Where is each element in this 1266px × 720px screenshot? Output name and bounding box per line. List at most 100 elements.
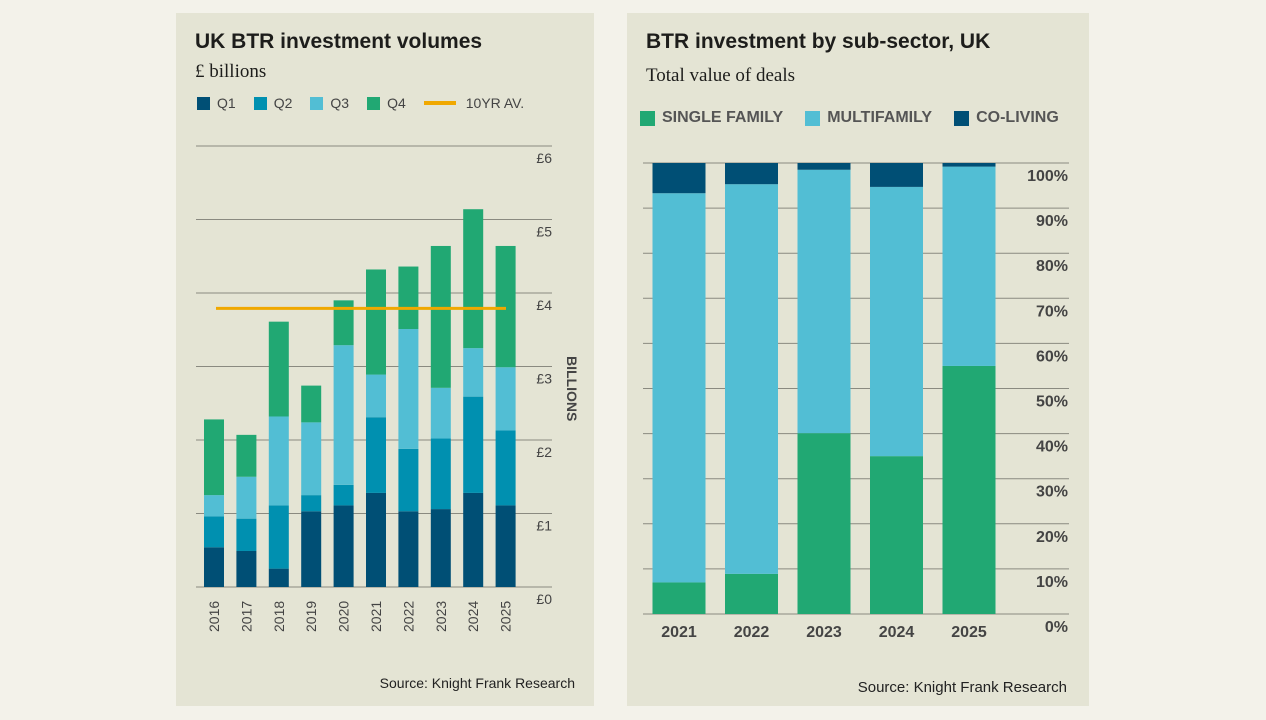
y-tick-label: 0%	[1045, 619, 1068, 636]
x-tick-label: 2021	[661, 624, 697, 641]
y-tick-label: £0	[536, 591, 552, 607]
bar-segment-q2-2016	[204, 516, 224, 548]
y-tick-label: £3	[536, 371, 552, 387]
bar-segment-q2-2020	[333, 484, 354, 506]
bar-segment-co-living-2021	[652, 163, 706, 194]
legend-swatch	[197, 96, 210, 110]
y-tick-label: 90%	[1036, 213, 1068, 230]
legend-label: Q3	[330, 95, 350, 111]
legend-label: SINGLE FAMILY	[662, 109, 784, 126]
x-tick-label: 2024	[465, 601, 481, 632]
legend-label: Q4	[387, 95, 406, 111]
legend-swatch	[954, 110, 970, 126]
legend-item-q1: Q1	[197, 95, 236, 111]
legend-line-swatch	[423, 101, 456, 105]
legend-item-multifamily: MULTIFAMILY	[805, 109, 932, 127]
legend: Q1 Q2 Q3 Q4 10YR AV.	[197, 95, 542, 111]
x-tick-label: 2023	[806, 624, 842, 641]
bar-segment-q4-2022	[398, 266, 419, 330]
bar-segment-q2-2022	[398, 448, 419, 512]
bar-segment-multifamily-2023	[797, 169, 851, 434]
source-note: Source: Knight Frank Research	[857, 679, 1067, 696]
bar-segment-q3-2025	[495, 367, 516, 431]
legend-item-single-family: SINGLE FAMILY	[640, 109, 783, 127]
legend-item-q2: Q2	[253, 95, 293, 111]
legend-item-10yr-average: 10YR AV.	[423, 95, 525, 111]
bar-segment-q2-2021	[366, 417, 386, 493]
y-tick-label: 70%	[1036, 303, 1068, 320]
y-tick-label: £2	[536, 444, 552, 460]
bar-segment-q3-2020	[333, 345, 354, 485]
bar-segment-q2-2024	[463, 396, 484, 493]
chart-subtitle: Total value of deals	[646, 65, 796, 86]
legend-swatch	[640, 110, 655, 126]
bar-segment-q2-2019	[301, 495, 322, 512]
chart-subtitle: £ billions	[195, 61, 267, 82]
bar-segment-multifamily-2024	[870, 186, 923, 457]
chart-title: UK BTR investment volumes	[195, 30, 483, 53]
bar-segment-q4-2016	[204, 419, 224, 496]
bar-segment-q2-2023	[430, 438, 451, 510]
y-tick-label: £5	[536, 224, 552, 240]
bar-segment-q3-2017	[236, 476, 257, 519]
x-tick-label: 2022	[734, 624, 770, 641]
bar-segment-q3-2021	[366, 374, 386, 418]
bar-segment-q4-2019	[301, 385, 322, 423]
bar-segment-q1-2025	[495, 505, 516, 587]
legend-label: CO-LIVING	[976, 109, 1059, 126]
bar-segment-q4-2020	[333, 300, 354, 346]
legend-label: Q2	[273, 95, 293, 111]
x-tick-label: 2017	[238, 601, 254, 632]
bar-segment-q1-2016	[204, 547, 224, 587]
y-tick-label: 20%	[1036, 529, 1068, 546]
bar-segment-q1-2019	[301, 511, 322, 587]
bar-segment-multifamily-2021	[652, 193, 706, 583]
y-tick-label: £4	[536, 297, 552, 313]
bar-segment-q4-2025	[495, 245, 516, 368]
legend-item-co-living: CO-LIVING	[954, 109, 1059, 127]
bar-segment-q2-2025	[495, 430, 516, 506]
x-tick-label: 2020	[336, 601, 352, 632]
y-tick-label: 100%	[1027, 168, 1068, 185]
legend-label: Q1	[217, 95, 236, 111]
legend-item-q4: Q4	[367, 95, 406, 111]
bar-segment-q4-2018	[268, 321, 289, 417]
legend: SINGLE FAMILY MULTIFAMILY CO-LIVING	[640, 109, 1077, 127]
bar-segment-co-living-2025	[942, 163, 996, 167]
bar-segment-q1-2021	[366, 492, 386, 587]
y-tick-label: £1	[536, 518, 552, 534]
bar-segment-q2-2018	[268, 505, 289, 569]
x-tick-label: 2025	[498, 601, 514, 632]
bar-segment-co-living-2022	[725, 163, 778, 185]
legend-label: MULTIFAMILY	[827, 109, 933, 126]
x-tick-label: 2023	[433, 601, 449, 632]
y-tick-label: 40%	[1036, 439, 1068, 456]
bar-segment-single-family-2025	[942, 365, 996, 614]
bar-segment-q2-2017	[236, 518, 257, 551]
legend-item-q3: Q3	[310, 95, 349, 111]
y-tick-label: £6	[536, 150, 552, 166]
investment-volumes-panel: UK BTR investment volumes £ billions Q1 …	[176, 13, 594, 706]
bar-segment-q1-2018	[268, 568, 289, 587]
legend-label: 10YR AV.	[465, 95, 525, 111]
y-tick-label: 80%	[1036, 258, 1068, 275]
bar-segment-q4-2024	[463, 209, 484, 349]
legend-swatch	[367, 96, 381, 110]
chart-title: BTR investment by sub-sector, UK	[646, 30, 991, 53]
bar-segment-multifamily-2022	[725, 184, 778, 574]
bar-segment-q3-2022	[398, 329, 419, 449]
bar-segment-co-living-2023	[797, 163, 851, 170]
bar-segment-q3-2019	[301, 422, 322, 496]
x-tick-label: 2021	[368, 601, 384, 632]
bar-segment-q1-2024	[463, 492, 484, 587]
bar-segment-multifamily-2025	[942, 166, 996, 366]
bar-segment-single-family-2024	[870, 456, 923, 614]
x-tick-label: 2022	[400, 601, 416, 632]
bar-segment-single-family-2023	[797, 433, 851, 614]
bar-segment-q3-2024	[463, 348, 484, 397]
bar-segment-q4-2023	[430, 245, 451, 388]
bar-segment-q3-2016	[204, 495, 224, 517]
bar-segment-co-living-2024	[870, 163, 923, 187]
y-tick-label: 30%	[1036, 484, 1068, 501]
